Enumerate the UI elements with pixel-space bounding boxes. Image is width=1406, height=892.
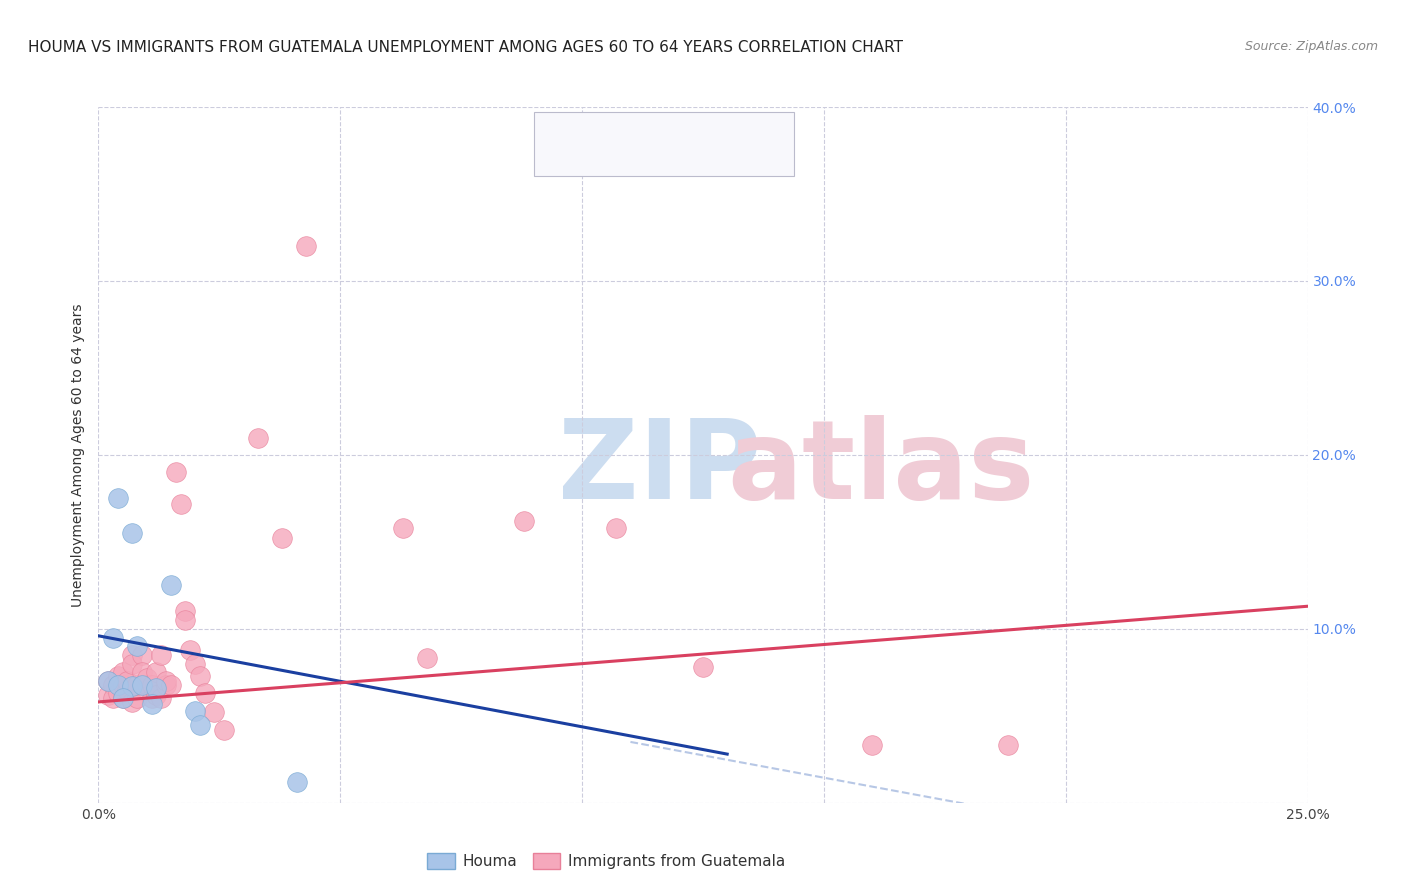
Point xyxy=(111,665,134,680)
Point xyxy=(194,686,217,700)
Text: ZIP: ZIP xyxy=(558,416,761,523)
Point xyxy=(117,674,139,689)
Text: R =: R = xyxy=(586,151,619,165)
Bar xyxy=(541,125,574,139)
Point xyxy=(111,691,134,706)
Point xyxy=(145,688,167,702)
Point xyxy=(692,660,714,674)
Text: HOUMA VS IMMIGRANTS FROM GUATEMALA UNEMPLOYMENT AMONG AGES 60 TO 64 YEARS CORREL: HOUMA VS IMMIGRANTS FROM GUATEMALA UNEMP… xyxy=(28,40,903,55)
Point xyxy=(107,669,129,683)
Point xyxy=(997,739,1019,753)
Point xyxy=(135,677,157,691)
Point xyxy=(127,691,149,706)
Point xyxy=(416,651,439,665)
Point xyxy=(127,677,149,691)
Point xyxy=(392,521,415,535)
Point xyxy=(605,521,627,535)
Text: 15: 15 xyxy=(735,125,755,140)
Point xyxy=(169,497,191,511)
Point xyxy=(135,671,157,685)
Point xyxy=(121,648,143,662)
Point xyxy=(145,681,167,695)
Point xyxy=(131,665,153,680)
Point xyxy=(121,526,143,541)
Point xyxy=(271,532,294,546)
Point xyxy=(97,674,120,689)
Point xyxy=(121,657,143,671)
Legend: Houma, Immigrants from Guatemala: Houma, Immigrants from Guatemala xyxy=(422,847,792,875)
Point xyxy=(107,491,129,506)
Text: 0.251: 0.251 xyxy=(626,151,673,165)
Point xyxy=(107,677,129,691)
Bar xyxy=(541,151,574,165)
Point xyxy=(97,674,120,689)
Point xyxy=(188,717,211,731)
Point xyxy=(150,691,173,706)
Point xyxy=(141,677,163,691)
Point xyxy=(141,697,163,711)
Point xyxy=(150,648,173,662)
Point xyxy=(174,605,197,619)
Point xyxy=(155,674,177,689)
Point xyxy=(188,669,211,683)
Point xyxy=(111,691,134,706)
Point xyxy=(121,679,143,693)
Point xyxy=(117,682,139,697)
Point xyxy=(165,466,187,480)
Point xyxy=(184,657,207,671)
Text: N =: N = xyxy=(696,125,730,140)
Point xyxy=(247,430,270,444)
Point xyxy=(285,775,308,789)
Point xyxy=(127,639,149,653)
Point xyxy=(131,677,153,691)
Point xyxy=(121,695,143,709)
Text: N =: N = xyxy=(696,151,730,165)
Point xyxy=(145,665,167,680)
Point xyxy=(160,677,183,691)
Point xyxy=(101,631,124,645)
Text: R =: R = xyxy=(586,125,619,140)
Text: -0.431: -0.431 xyxy=(626,125,673,140)
Point xyxy=(160,578,183,592)
Text: Source: ZipAtlas.com: Source: ZipAtlas.com xyxy=(1244,40,1378,54)
Point xyxy=(295,239,318,253)
Point xyxy=(107,686,129,700)
Point xyxy=(174,613,197,627)
Point xyxy=(860,739,883,753)
Point xyxy=(101,677,124,691)
Text: atlas: atlas xyxy=(727,416,1035,523)
Point xyxy=(97,688,120,702)
Point xyxy=(513,514,536,528)
Point xyxy=(204,706,226,720)
Y-axis label: Unemployment Among Ages 60 to 64 years: Unemployment Among Ages 60 to 64 years xyxy=(72,303,86,607)
Point xyxy=(212,723,235,737)
Point xyxy=(111,677,134,691)
Point xyxy=(101,691,124,706)
Text: 49: 49 xyxy=(735,151,755,165)
Point xyxy=(141,691,163,706)
Point xyxy=(184,704,207,718)
Point xyxy=(155,677,177,691)
Point xyxy=(179,642,201,657)
Point xyxy=(131,648,153,662)
